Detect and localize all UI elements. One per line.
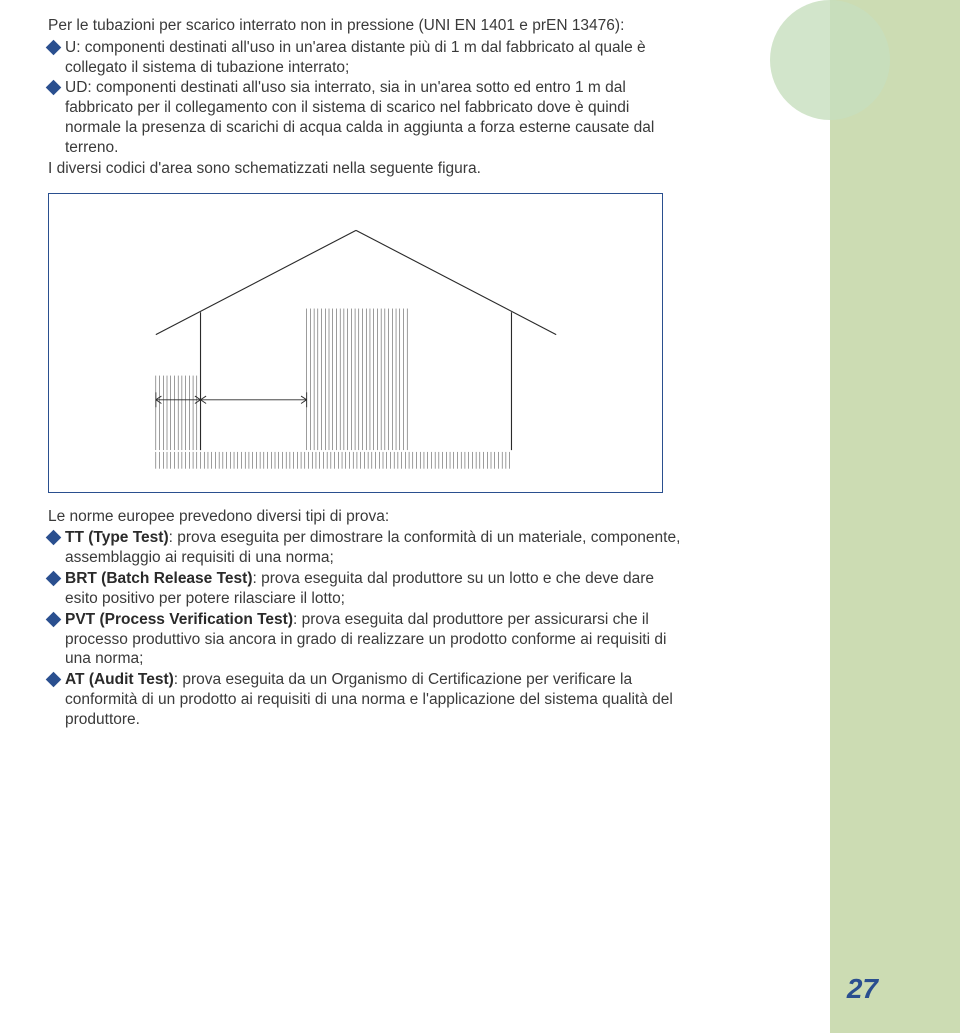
bullet-item: UD: componenti destinati all'uso sia int…: [48, 78, 683, 157]
diamond-bullet-icon: [46, 530, 62, 546]
bullet-text: U: componenti destinati all'uso in un'ar…: [65, 38, 683, 78]
mid-paragraph: I diversi codici d'area sono schematizza…: [48, 159, 683, 179]
bullet-item: TT (Type Test): prova eseguita per dimos…: [48, 528, 683, 568]
bullet-text: TT (Type Test): prova eseguita per dimos…: [65, 528, 683, 568]
page-number: 27: [847, 973, 878, 1005]
house-diagram-figure: [48, 193, 663, 493]
bullet-item: U: componenti destinati all'uso in un'ar…: [48, 38, 683, 78]
bullet-list-1: U: componenti destinati all'uso in un'ar…: [48, 38, 683, 158]
sidebar-decoration: 27: [830, 0, 960, 1033]
diamond-bullet-icon: [46, 571, 62, 587]
diamond-bullet-icon: [46, 40, 62, 56]
sidebar-accent-circle: [770, 0, 890, 120]
section2-intro: Le norme europee prevedono diversi tipi …: [48, 507, 683, 527]
diamond-bullet-icon: [46, 611, 62, 627]
main-content: Per le tubazioni per scarico interrato n…: [48, 16, 683, 731]
bullet-text: UD: componenti destinati all'uso sia int…: [65, 78, 683, 157]
bullet-text: AT (Audit Test): prova eseguita da un Or…: [65, 670, 683, 729]
diamond-bullet-icon: [46, 672, 62, 688]
section-2: Le norme europee prevedono diversi tipi …: [48, 507, 683, 730]
bullet-item: BRT (Batch Release Test): prova eseguita…: [48, 569, 683, 609]
bullet-item: AT (Audit Test): prova eseguita da un Or…: [48, 670, 683, 729]
bullet-list-2: TT (Type Test): prova eseguita per dimos…: [48, 528, 683, 729]
bullet-text: PVT (Process Verification Test): prova e…: [65, 610, 683, 669]
diamond-bullet-icon: [46, 80, 62, 96]
bullet-item: PVT (Process Verification Test): prova e…: [48, 610, 683, 669]
bullet-text: BRT (Batch Release Test): prova eseguita…: [65, 569, 683, 609]
house-diagram-svg: [71, 208, 641, 478]
intro-paragraph: Per le tubazioni per scarico interrato n…: [48, 16, 683, 36]
sidebar-fill: [830, 0, 960, 1033]
